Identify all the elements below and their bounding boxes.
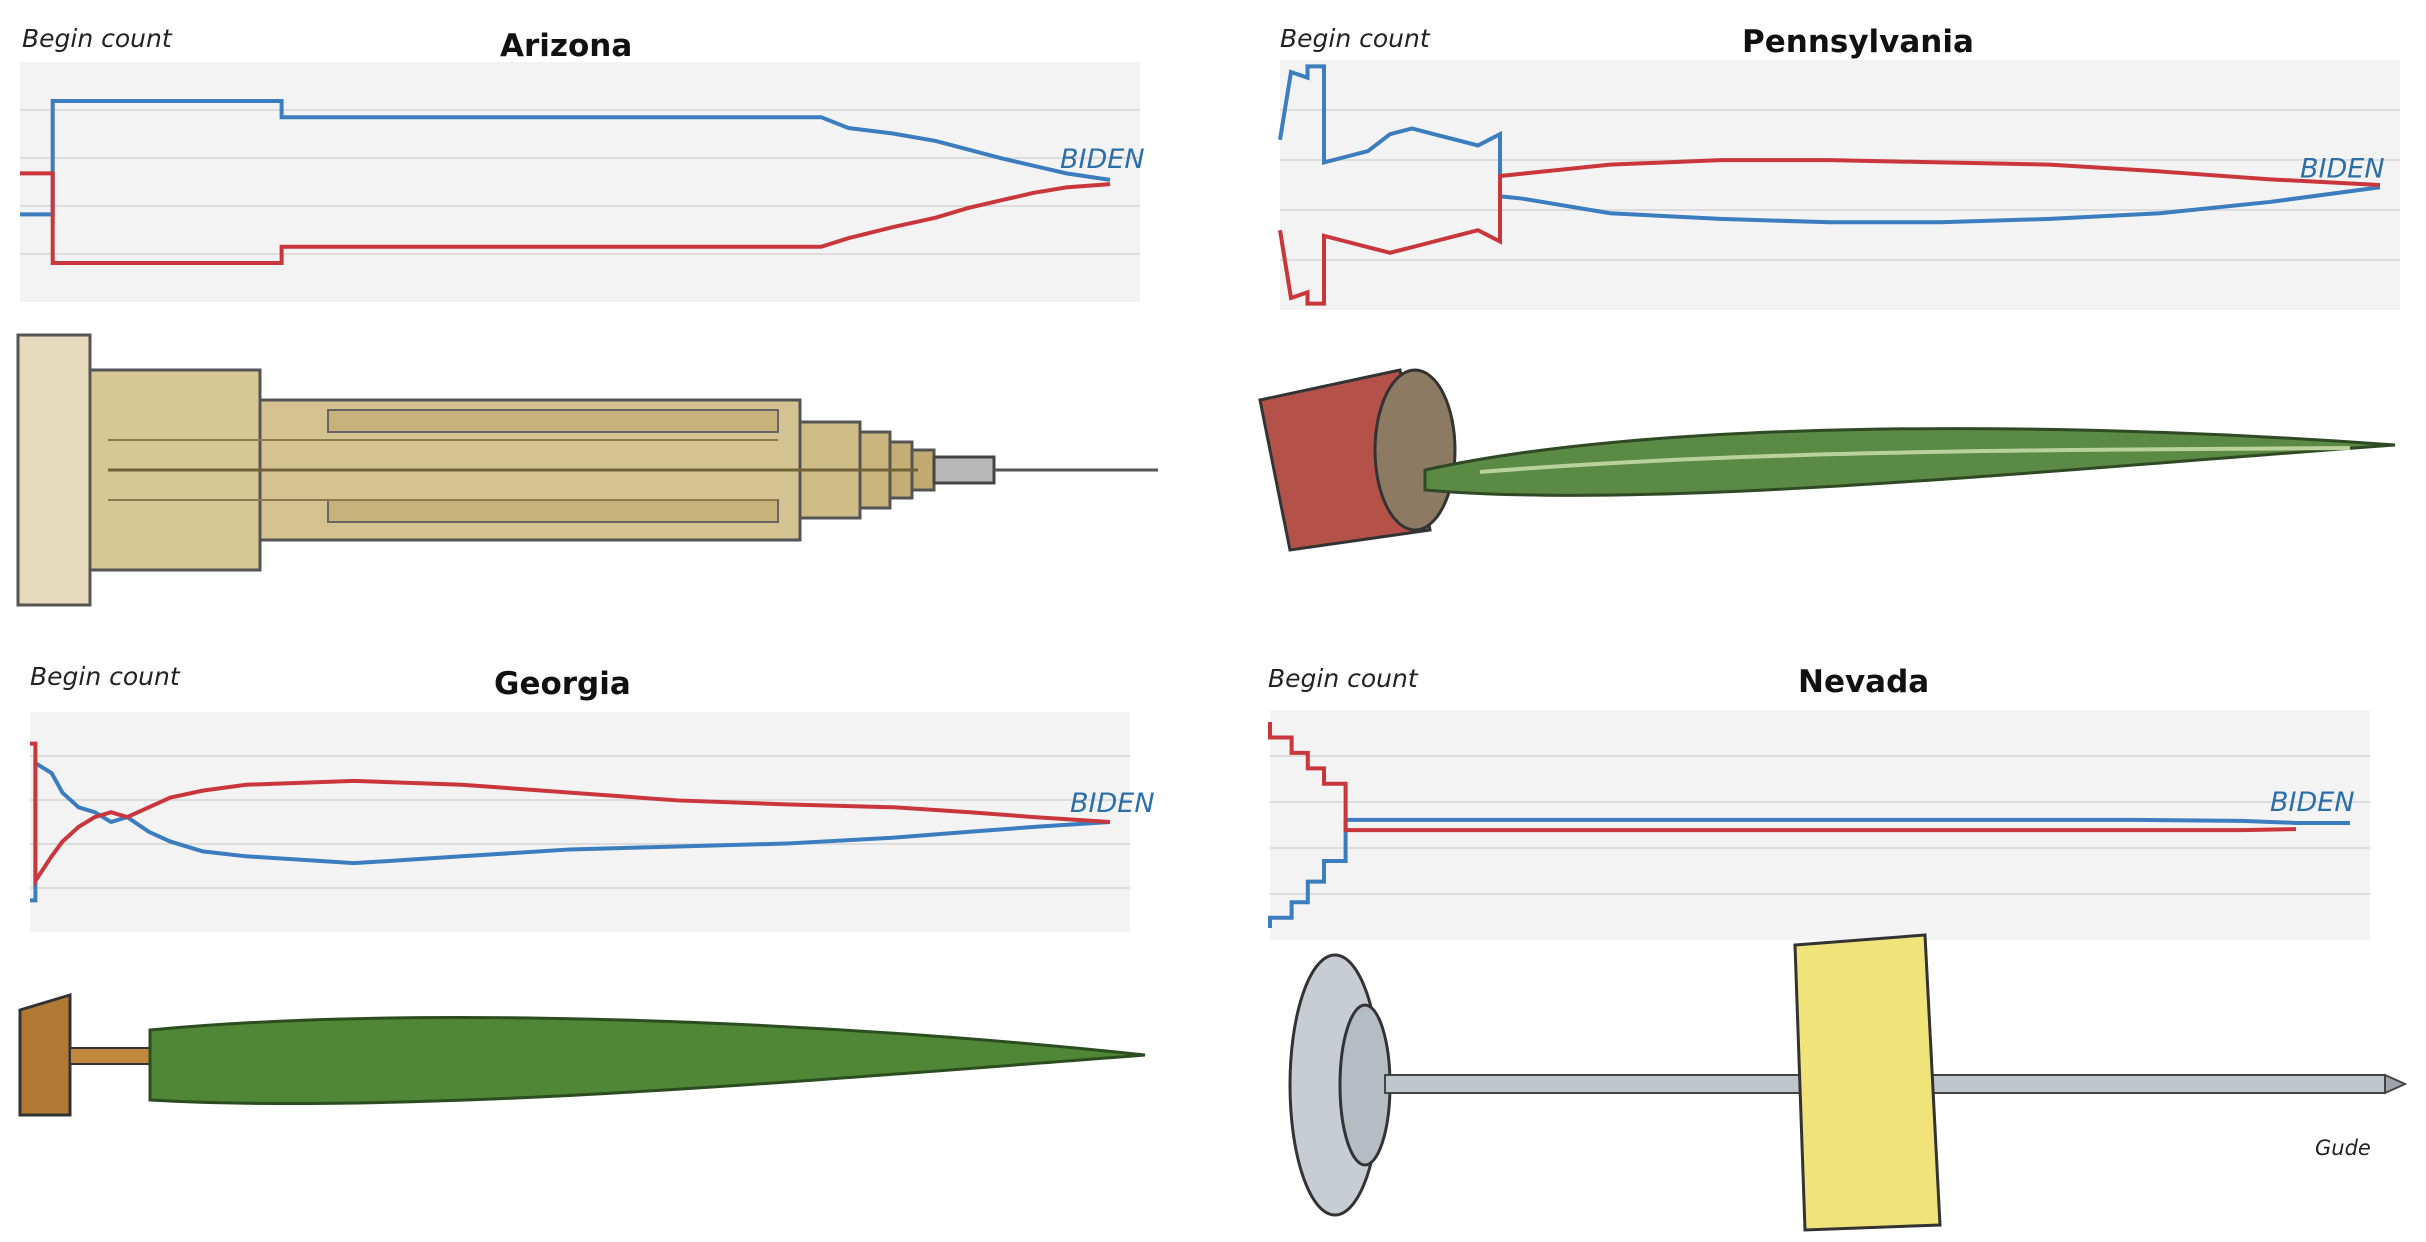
- plot-background: [20, 62, 1140, 302]
- skyscraper-drawing: [16, 333, 1158, 607]
- series-line-biden: [30, 759, 1111, 903]
- cypress-drawing: [18, 992, 1146, 1117]
- chart-title-nevada: Nevada: [1798, 664, 1930, 700]
- winner-label: BIDEN: [2270, 787, 2355, 818]
- winner-label: BIDEN: [1060, 144, 1145, 175]
- series-line-trump: [1278, 158, 2381, 306]
- plot-background: [1280, 60, 2400, 310]
- barbell-illustration: [1288, 933, 2408, 1232]
- empire-state-building-illustration: [16, 333, 1158, 607]
- chart-pennsylvania: BIDEN: [1278, 60, 2400, 310]
- begin-count-label: Begin count: [22, 24, 172, 53]
- winner-label: BIDEN: [2300, 153, 2385, 184]
- chart-title-arizona: Arizona: [500, 28, 633, 64]
- chart-nevada: BIDEN: [1268, 710, 2370, 940]
- chart-georgia: BIDEN: [30, 712, 1155, 932]
- barbell-drawing: [1288, 933, 2408, 1232]
- begin-count-label: Begin count: [1280, 24, 1430, 53]
- series-line-biden: [1268, 817, 2350, 928]
- winner-label: BIDEN: [1070, 788, 1155, 819]
- begin-count-label: Begin count: [30, 662, 180, 691]
- chart-title-pennsylvania: Pennsylvania: [1742, 24, 1974, 60]
- chart-arizona: BIDEN: [20, 62, 1145, 302]
- begin-count-label: Begin count: [1268, 664, 1418, 693]
- snake-plant-illustration: [1258, 368, 2396, 552]
- series-line-trump: [20, 171, 1111, 265]
- plot-background: [1270, 710, 2370, 940]
- series-line-biden: [1278, 64, 2381, 225]
- potted-leaf-drawing: [1258, 368, 2396, 552]
- series-line-trump: [30, 741, 1111, 888]
- chart-title-georgia: Georgia: [494, 666, 631, 702]
- series-line-biden: [20, 99, 1111, 217]
- series-line-trump: [1268, 722, 2297, 833]
- plot-background: [30, 712, 1130, 932]
- artist-credit: Gude: [2315, 1136, 2371, 1160]
- cypress-illustration: [18, 992, 1146, 1117]
